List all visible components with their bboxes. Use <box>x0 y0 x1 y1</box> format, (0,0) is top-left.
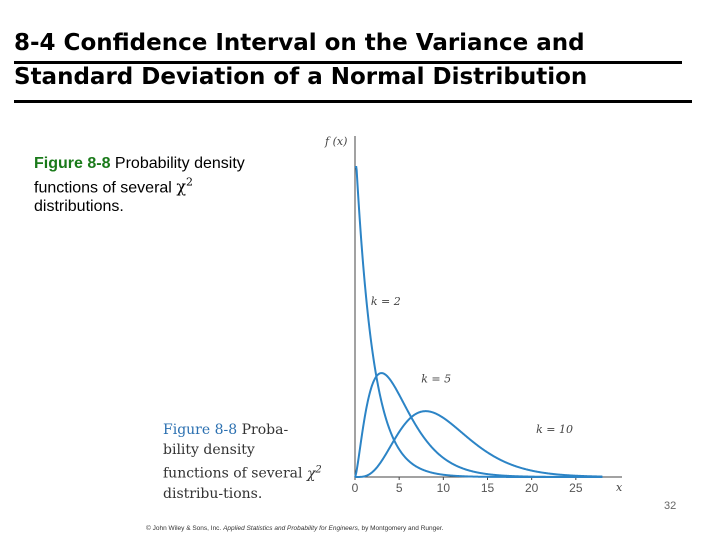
x-tick-label: 15 <box>481 481 495 495</box>
book-figure-label: Figure 8-8 <box>163 422 238 438</box>
caption-text-1: Probability density functions of several <box>34 155 245 197</box>
series-line-k10 <box>355 410 603 478</box>
series-line-k5 <box>354 372 603 478</box>
page-number: 32 <box>664 500 677 512</box>
slide-title-line1: 8-4 Confidence Interval on the Variance … <box>14 30 585 56</box>
book-figure-caption: Figure 8-8 Proba-bility density function… <box>163 420 323 504</box>
book-caption-text-2: distribu-tions. <box>163 485 263 502</box>
series-label-k10: k = 10 <box>536 423 573 436</box>
x-tick-label: 20 <box>525 481 539 495</box>
book-caption-text-1: Proba-bility density functions of severa… <box>163 422 303 482</box>
series-label-k5: k = 5 <box>421 373 451 386</box>
x-tick-label: 10 <box>437 481 451 495</box>
figure-caption: Figure 8-8 Probability density functions… <box>34 154 284 216</box>
book-chi-squared-symbol: χ2 <box>306 464 322 482</box>
figure-label: Figure 8-8 <box>34 155 111 172</box>
title-underline-1 <box>14 61 682 64</box>
x-axis-label: x <box>616 481 623 494</box>
copyright-footer: © John Wiley & Sons, Inc. Applied Statis… <box>146 525 444 532</box>
title-underline-2 <box>14 100 692 103</box>
slide-title-line2: Standard Deviation of a Normal Distribut… <box>14 64 588 90</box>
series-label-k2: k = 2 <box>371 295 401 308</box>
chi-squared-symbol: χ2 <box>176 176 194 197</box>
slide-title: 8-4 Confidence Interval on the Variance … <box>14 26 694 94</box>
x-tick-label: 0 <box>352 481 359 495</box>
y-axis-label: f (x) <box>324 135 347 148</box>
caption-text-2: distributions. <box>34 198 124 216</box>
x-tick-label: 5 <box>396 481 403 495</box>
x-tick-label: 25 <box>569 481 583 495</box>
